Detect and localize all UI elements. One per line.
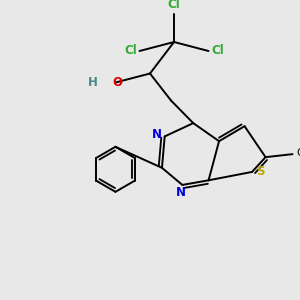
- Text: O: O: [112, 76, 122, 89]
- Text: N: N: [176, 186, 186, 200]
- Text: CH₃: CH₃: [296, 148, 300, 158]
- Text: Cl: Cl: [211, 44, 224, 57]
- Text: N: N: [152, 128, 162, 141]
- Text: H: H: [88, 76, 98, 89]
- Text: Cl: Cl: [168, 0, 180, 11]
- Text: Cl: Cl: [124, 44, 137, 57]
- Text: S: S: [256, 165, 265, 178]
